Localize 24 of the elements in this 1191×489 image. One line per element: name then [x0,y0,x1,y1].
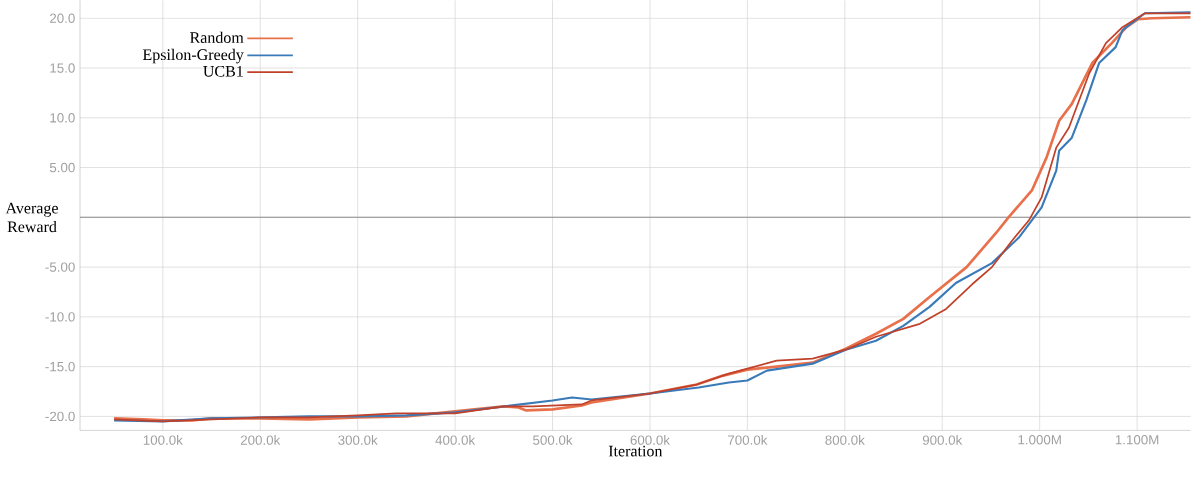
y-tick-label: 10.0 [50,113,75,123]
x-tick-label: 500.0k [533,435,573,445]
x-tick-label: 900.0k [922,435,963,445]
x-tick-label: 800.0k [825,435,865,445]
x-tick-label: 1.000M [1018,435,1061,445]
x-tick-label: 1.100M [1115,435,1159,445]
x-tick-label: 200.0k [240,435,281,445]
y-tick-label: 20.0 [50,13,75,23]
x-axis-title: Iteration [608,445,663,457]
legend-label: UCB1 [203,65,243,77]
y-tick-label: -5.00 [45,262,75,272]
y-axis-title: Average Reward [5,202,58,233]
x-tick-label: 300.0k [338,435,378,445]
x-tick-label: 700.0k [728,435,768,445]
x-tick-label: 600.0k [630,435,670,445]
y-tick-label: -10.0 [45,312,75,322]
y-tick-label: -15.0 [45,361,75,372]
y-tick-label: 5.00 [49,162,75,173]
x-tick-label: 100.0k [143,435,183,445]
x-tick-label: 400.0k [435,435,476,445]
y-tick-label: 15.0 [50,63,75,73]
legend-label: Epsilon-Greedy [142,48,244,64]
legend-label: Random [190,31,244,43]
y-tick-label: -20.0 [45,411,75,422]
